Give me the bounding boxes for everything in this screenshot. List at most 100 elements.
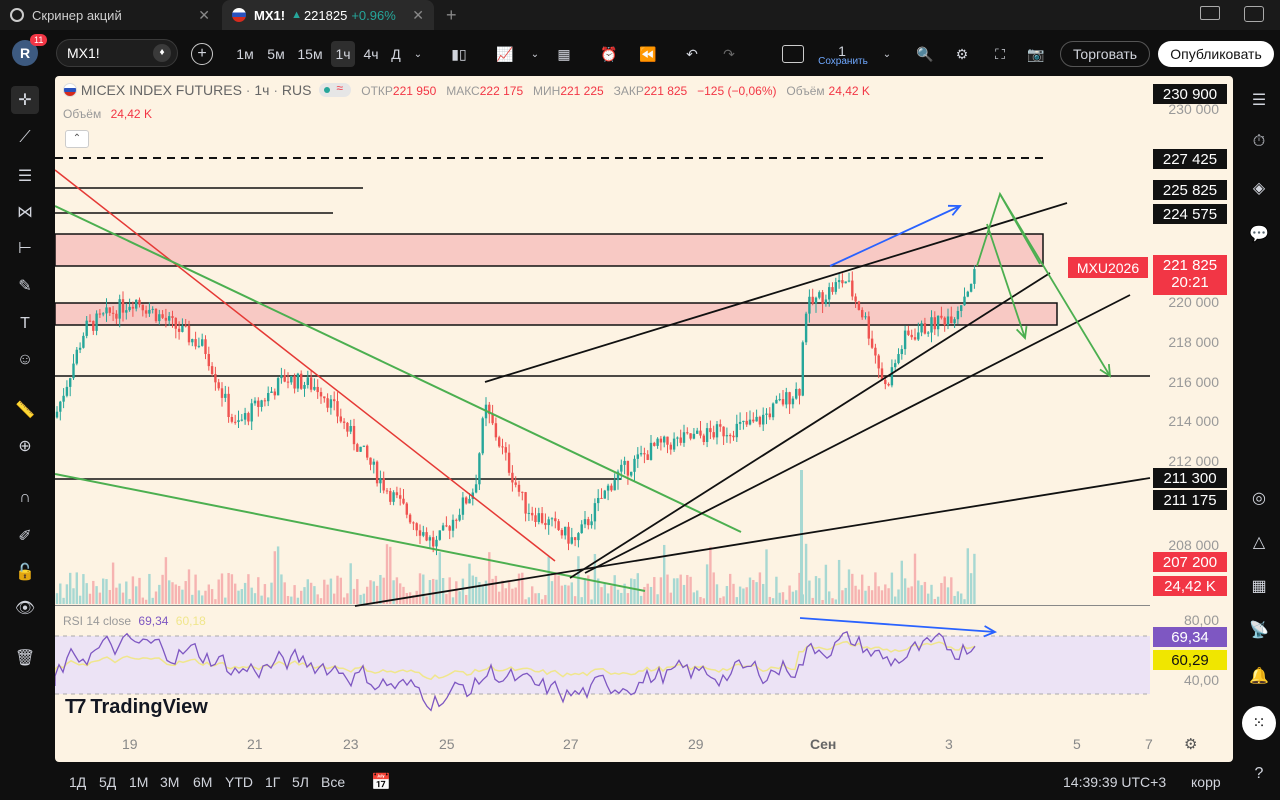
candle-body [897,354,900,364]
timeframe-1m[interactable]: 1м [236,46,254,62]
layout-count[interactable]: 1 [838,43,846,59]
axis-settings-icon[interactable]: ⚙ [1184,736,1198,753]
pattern-icon[interactable]: ⋈ [17,204,33,221]
volume-bar [263,584,267,604]
range-all[interactable]: Все [321,774,346,790]
chart-canvas[interactable] [55,76,1233,762]
target-icon[interactable]: ◎ [1252,490,1266,507]
candle-body [59,401,62,412]
triangle-icon[interactable]: △ [1252,534,1266,551]
calendar-icon[interactable]: ▦ [1251,578,1267,595]
timeframe-4h[interactable]: 4ч [363,46,379,62]
volume-bar [963,599,966,604]
layers-icon[interactable]: ◈ [1252,180,1266,197]
candle-body [765,413,768,415]
compare-icon[interactable]: ♦ [153,44,171,62]
fullscreen-icon[interactable]: ⛶ [995,45,1005,62]
date-range-icon[interactable]: 📅 [371,774,391,791]
search-icon[interactable]: 🔍 [916,45,934,62]
more-icon[interactable] [1244,6,1264,22]
zoom-in-icon[interactable]: ⊕ [18,438,32,455]
replay-icon[interactable]: ⏪ [639,45,657,62]
cast-icon[interactable] [1200,6,1220,20]
range-5d[interactable]: 5Д [99,774,117,790]
range-1y[interactable]: 1Г [265,774,281,790]
range-1d[interactable]: 1Д [69,774,87,790]
chat-icon[interactable]: 💬 [1249,226,1269,243]
range-ytd[interactable]: YTD [225,774,253,790]
fib-icon[interactable]: ☰ [17,168,33,185]
candle-body [286,381,290,383]
emoji-icon[interactable]: ☺ [16,351,34,368]
trash-icon[interactable]: 🗑 [14,650,36,667]
candle-body [276,378,280,396]
text-icon[interactable]: T [20,315,30,332]
add-symbol-icon[interactable]: + [191,43,213,65]
chevron-down-icon[interactable]: ⌄ [413,48,423,60]
volume-bar [517,573,521,604]
undo-icon[interactable]: ↶ [686,45,698,62]
volume-bar [478,582,481,604]
range-5y[interactable]: 5Л [292,774,309,790]
camera-icon[interactable]: 📷 [1027,45,1045,62]
collapse-legend-button[interactable]: ⌃ [65,130,89,148]
range-3m[interactable]: 3М [160,774,180,790]
candles-icon[interactable]: ▮▯ [451,45,467,62]
help-icon[interactable]: ? [1254,765,1264,782]
volume-bar [620,592,623,604]
crosshair-icon[interactable]: ✛ [11,86,39,114]
trade-button[interactable]: Торговать [1060,41,1150,67]
timeframe-5m[interactable]: 5м [267,46,285,62]
volume-bar [135,586,138,604]
volume-bar [359,594,362,604]
new-tab-button[interactable]: + [446,5,457,25]
eye-icon[interactable]: 👁 [14,600,36,617]
volume-bar [775,576,778,604]
candle-body [781,399,785,405]
candle-body [204,339,207,355]
layout-save-label[interactable]: Сохранить [818,55,868,67]
pencil-lock-icon[interactable]: ✐ [18,528,32,545]
candle-body [369,457,372,465]
alerts-icon[interactable]: ⏱ [1252,133,1266,150]
timeframe-1h[interactable]: 1ч [331,41,355,67]
candle-body [824,299,828,305]
volume-bar [435,579,438,604]
candle-body [326,398,329,408]
redo-icon[interactable]: ↷ [723,45,735,62]
templates-icon[interactable]: ▦ [557,45,571,62]
lock-icon[interactable]: 🔓 [15,564,35,581]
publish-button[interactable]: Опубликовать [1158,41,1274,67]
layout-icon[interactable] [782,45,804,63]
apps-icon[interactable]: ⁙ [1242,706,1276,740]
alert-icon[interactable]: ⏰ [600,45,618,62]
bell-icon[interactable]: 🔔 [1249,668,1269,685]
magnet-icon[interactable]: ∩ [19,489,31,506]
range-6m[interactable]: 6М [193,774,213,790]
chevron-down-icon[interactable]: ⌄ [882,48,892,60]
chart-panel[interactable]: MICEX INDEX FUTURES · 1ч · RUS ≈ ОТКР221… [55,76,1233,762]
indicators-icon[interactable]: 📈 [496,45,514,62]
range-1m[interactable]: 1М [129,774,149,790]
volume-bar [98,592,102,604]
legend-title[interactable]: MICEX INDEX FUTURES [80,82,242,98]
close-icon[interactable]: ✕ [412,7,424,23]
close-icon[interactable]: ✕ [198,7,210,23]
volume-bar [250,587,253,604]
browser-tab-chart[interactable]: MX1! ▲ 221825 +0.96% ✕ [222,0,434,30]
browser-tab-screener[interactable]: Скринер акций ✕ [0,0,220,30]
symbol-search[interactable]: MX1! ♦ [56,39,178,67]
chevron-down-icon[interactable]: ⌄ [530,48,540,60]
timeframe-d[interactable]: Д [391,46,401,62]
broadcast-icon[interactable]: 📡 [1249,622,1269,639]
clock[interactable]: 14:39:39 UTC+3 [1063,774,1167,790]
trendline-icon[interactable]: ⟋ [19,129,31,146]
ruler-icon[interactable]: 📏 [15,402,35,419]
volume-bar [55,593,59,604]
timeframe-15m[interactable]: 15м [297,46,323,62]
brush-icon[interactable]: ✎ [18,278,32,295]
watchlist-icon[interactable]: ☰ [1251,92,1267,109]
adjust-toggle[interactable]: корр [1191,774,1221,790]
forecast-icon[interactable]: ⊢ [18,240,32,257]
settings-icon[interactable]: ⚙ [955,45,969,62]
